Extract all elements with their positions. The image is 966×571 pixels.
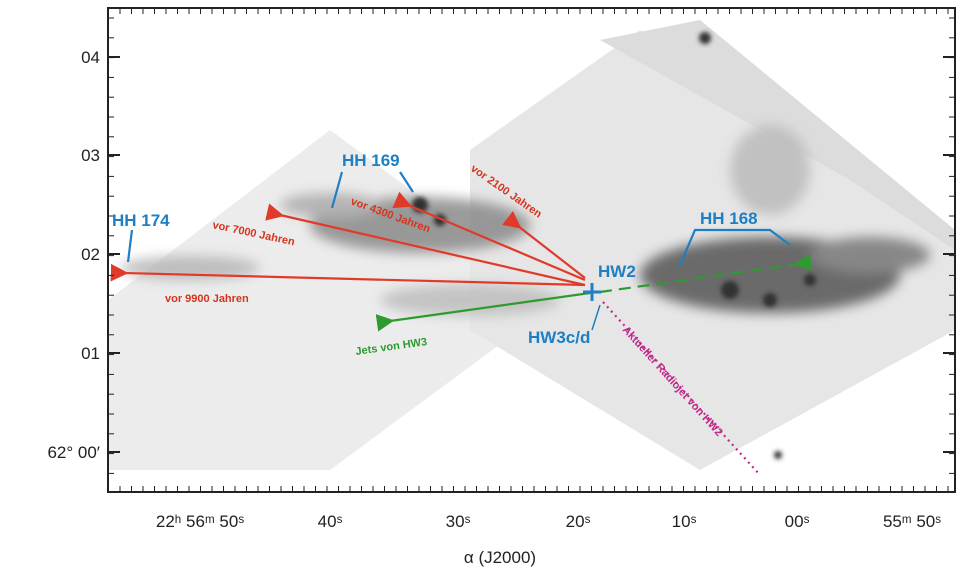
object-label: HW2	[598, 262, 636, 281]
x-label: 40ˢ	[318, 512, 343, 531]
y-label: 62° 00′	[47, 443, 100, 462]
y-label: 01	[81, 344, 100, 363]
x-label: 20ˢ	[566, 512, 591, 531]
x-label: 10ˢ	[672, 512, 697, 531]
y-label: 03	[81, 146, 100, 165]
y-label: 04	[81, 48, 100, 67]
object-label: HH 168	[700, 209, 758, 228]
x-label: 30ˢ	[446, 512, 471, 531]
object-label: HH 174	[112, 211, 170, 230]
object-label: HW3c/d	[528, 328, 590, 347]
jet-age: vor 9900 Jahren	[165, 293, 249, 305]
x-label: 00ˢ	[785, 512, 810, 531]
y-label: 02	[81, 245, 100, 264]
figure: 04 03 02 01 62° 00′ 22ʰ 56ᵐ 50ˢ 40ˢ 30ˢ …	[0, 0, 966, 571]
x-label: 55ᵐ 50ˢ	[883, 512, 941, 531]
x-label: 22ʰ 56ᵐ 50ˢ	[156, 512, 244, 531]
sky-image	[108, 8, 955, 492]
object-label: HH 169	[342, 151, 400, 170]
x-title: α (J2000)	[464, 548, 536, 567]
